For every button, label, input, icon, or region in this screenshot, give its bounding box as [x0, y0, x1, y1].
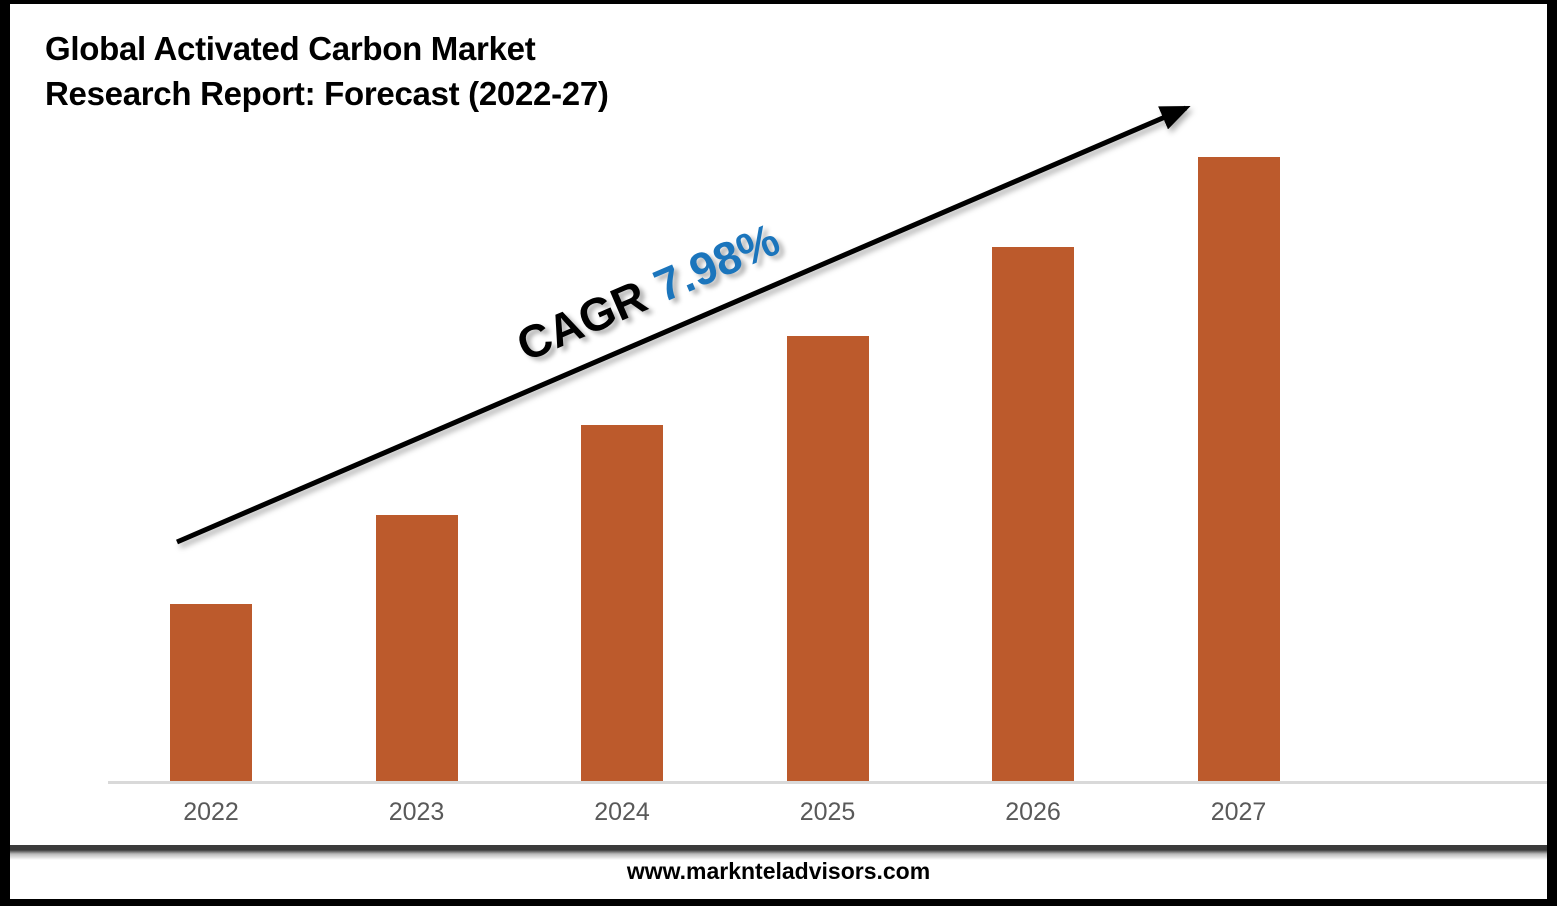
chart-title-line1: Global Activated Carbon Market: [45, 30, 536, 67]
x-tick-label-2025: 2025: [799, 798, 856, 826]
x-tick-label-2023: 2023: [388, 798, 445, 826]
x-tick-label-2022: 2022: [183, 798, 239, 826]
chart-title: Global Activated Carbon Market Research R…: [45, 26, 609, 116]
x-axis-line: [108, 781, 1547, 784]
bar-2027: [1197, 157, 1280, 781]
bar-2026: [992, 247, 1074, 781]
chart-title-line2: Research Report: Forecast (2022-27): [45, 75, 609, 112]
footer-website: www.marknteladvisors.com: [626, 858, 931, 884]
bar-2022: [170, 604, 252, 781]
bar-2025: [786, 336, 869, 781]
x-tick-label-2027: 2027: [1210, 798, 1267, 826]
footer-divider: [10, 845, 1547, 860]
trend-line: [176, 105, 1191, 545]
bar-2024: [581, 425, 663, 781]
bar-2023: [375, 515, 458, 781]
x-tick-label-2024: 2024: [594, 798, 650, 826]
x-tick-label-2026: 2026: [1005, 798, 1061, 826]
